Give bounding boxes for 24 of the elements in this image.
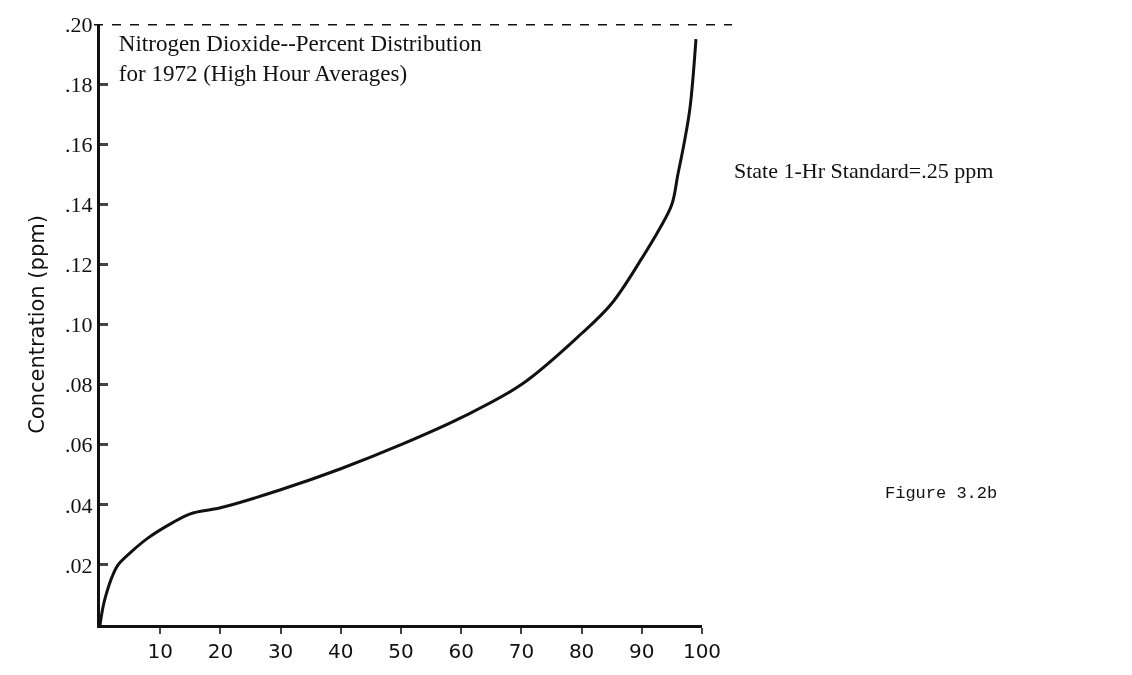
y-tick-label: .16 xyxy=(65,131,93,157)
y-axis-title: Concentration (ppm) xyxy=(25,215,50,434)
x-tick-label: 60 xyxy=(448,639,474,663)
text: Nitrogen Dioxide--Percent Distribution for 1972 (High Hour Averages) xyxy=(118,30,483,86)
y-tick-label: .04 xyxy=(65,492,93,518)
y-tick-label: .20 xyxy=(65,11,93,37)
y-tick-label: .02 xyxy=(65,552,93,578)
x-tick-label: 30 xyxy=(267,639,294,663)
y-tick-label: .08 xyxy=(65,372,93,398)
text: State 1-Hr Standard=.25 ppm xyxy=(734,158,994,183)
y-tick-label: .14 xyxy=(65,192,93,217)
x-tick-label: 90 xyxy=(629,639,655,663)
x-tick-label: 50 xyxy=(388,639,414,663)
y-tick-label: .18 xyxy=(65,71,93,97)
y-tick-label: .12 xyxy=(65,252,93,278)
x-tick-label: 70 xyxy=(508,639,535,663)
x-tick-label: 10 xyxy=(147,639,173,663)
y-tick-label: .06 xyxy=(65,432,93,458)
x-tick-label: 20 xyxy=(207,639,234,663)
caption: Figure 3.2b xyxy=(885,484,998,503)
x-tick-label: 40 xyxy=(328,639,354,663)
x-tick-label: 100 xyxy=(682,639,722,663)
y-tick-label: .10 xyxy=(65,312,93,338)
x-tick-label: 80 xyxy=(568,639,595,663)
